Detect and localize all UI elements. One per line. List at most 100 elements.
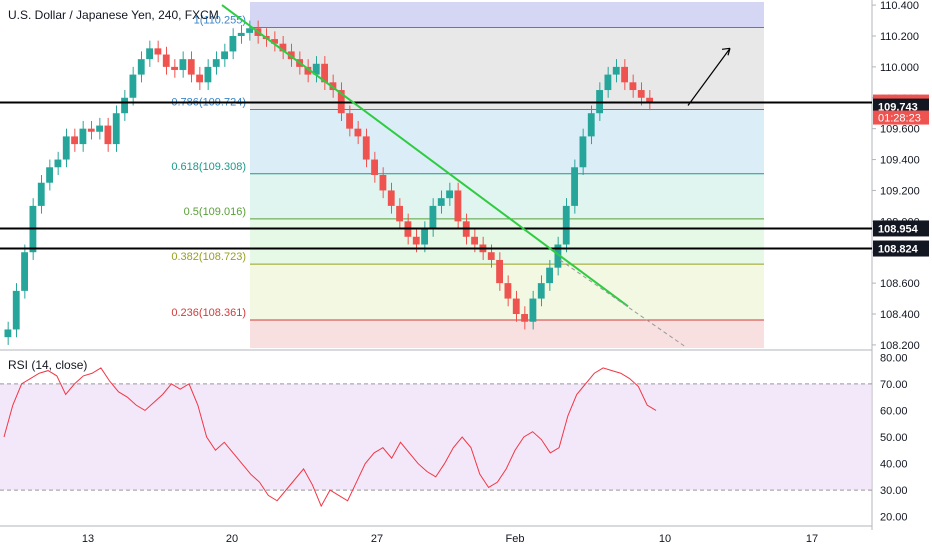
arrow-head-icon	[721, 47, 731, 56]
candle-body	[321, 63, 328, 83]
chart-title: U.S. Dollar / Japanese Yen, 240, FXCM	[8, 8, 219, 22]
candle-body	[37, 182, 45, 206]
candle-body	[387, 190, 395, 206]
trendline	[221, 4, 629, 308]
rsi-tick-label: 20.00	[880, 512, 908, 524]
candle-body	[496, 259, 503, 284]
candle-body	[504, 283, 512, 299]
candle-body	[221, 51, 228, 60]
candle-body	[79, 128, 87, 145]
candle-body	[429, 205, 437, 230]
candle-body	[379, 175, 387, 191]
fib-zone	[250, 109, 764, 174]
candle-body	[454, 190, 462, 222]
price-tick-label: 110.400	[880, 0, 919, 12]
candle-body	[546, 267, 553, 284]
fib-level-label: 0.5(109.016)	[184, 206, 246, 218]
candle-body	[612, 66, 620, 75]
candle-body	[212, 59, 220, 67]
trendline-projection	[559, 259, 686, 347]
candle-body	[471, 236, 478, 245]
candle-body	[246, 28, 253, 33]
candle-body	[62, 136, 70, 160]
candle-body	[204, 66, 212, 83]
candle-body	[4, 329, 12, 338]
candle-body	[279, 43, 287, 52]
candle-body	[421, 229, 428, 245]
candle-body	[162, 54, 170, 67]
candle-body	[487, 252, 495, 260]
candle-body	[604, 74, 612, 91]
price-label-text: 108.824	[878, 244, 919, 256]
candle-body	[129, 74, 137, 98]
fib-zone	[250, 27, 764, 110]
candle-body	[229, 35, 237, 52]
candle-body	[12, 290, 20, 330]
candle-body	[304, 66, 312, 75]
fib-zone	[250, 320, 764, 348]
candle-body	[312, 63, 320, 75]
candle-body	[171, 66, 178, 70]
candle-body	[396, 205, 403, 222]
rsi-line	[3, 367, 657, 508]
fib-level-label: 1(110.255)	[194, 14, 246, 26]
time-tick-label: 17	[806, 533, 818, 545]
price-tick-label: 109.200	[880, 185, 920, 197]
rsi-tick-label: 60.00	[880, 405, 908, 417]
price-tick-label: 110.200	[880, 31, 919, 43]
price-tick-label: 108.400	[880, 309, 920, 321]
time-tick-label: 20	[226, 533, 238, 545]
countdown-box	[873, 110, 929, 125]
candle-body	[54, 159, 62, 168]
fib-level-label: 0.618(109.308)	[171, 161, 246, 173]
candle-body	[354, 128, 362, 137]
candle-body	[154, 48, 162, 55]
candle-body	[87, 128, 95, 132]
price-tick-label: 108.600	[880, 278, 920, 290]
price-tick-label: 109.400	[880, 155, 920, 167]
candle-body	[21, 252, 28, 291]
candle-body	[637, 90, 645, 98]
candle-body	[571, 167, 578, 206]
candle-body	[521, 314, 528, 322]
candle-body	[71, 136, 78, 145]
price-tick-label: 109.600	[880, 124, 920, 136]
fib-zone	[250, 218, 764, 265]
candle-body	[512, 298, 520, 315]
candle-body	[46, 167, 53, 183]
price-label-text: 108.954	[878, 223, 919, 235]
candle-body	[196, 74, 203, 83]
fib-zone	[250, 173, 764, 219]
candle-body	[371, 159, 378, 175]
fib-level-label: 0.382(108.723)	[171, 251, 246, 263]
candle-body	[412, 236, 420, 245]
candle-body	[529, 298, 537, 322]
candle-body	[112, 113, 120, 145]
candle-body	[562, 205, 570, 245]
rsi-tick-label: 80.00	[880, 352, 908, 364]
candle-body	[237, 32, 245, 36]
price-tick-label: 108.200	[880, 340, 920, 352]
candle-body	[537, 283, 545, 299]
candle-body	[554, 244, 562, 268]
candle-body	[271, 39, 278, 44]
fib-zone	[250, 2, 764, 28]
candle-body	[121, 97, 128, 114]
time-tick-label: 27	[371, 533, 383, 545]
time-tick-label: 13	[82, 533, 94, 545]
candle-body	[179, 59, 187, 70]
fib-level-label: 0.236(108.361)	[171, 307, 246, 319]
candle-body	[629, 82, 637, 91]
candle-body	[621, 66, 628, 83]
candle-body	[187, 59, 195, 75]
candle-body	[137, 59, 145, 75]
rsi-tick-label: 70.00	[880, 379, 908, 391]
price-label-box	[873, 220, 929, 237]
candle-body	[96, 125, 103, 132]
rsi-tick-label: 30.00	[880, 485, 908, 497]
candle-body	[437, 198, 445, 206]
time-tick-label: Feb	[506, 533, 525, 545]
candle-body	[362, 136, 370, 160]
rsi-title: RSI (14, close)	[8, 358, 88, 372]
